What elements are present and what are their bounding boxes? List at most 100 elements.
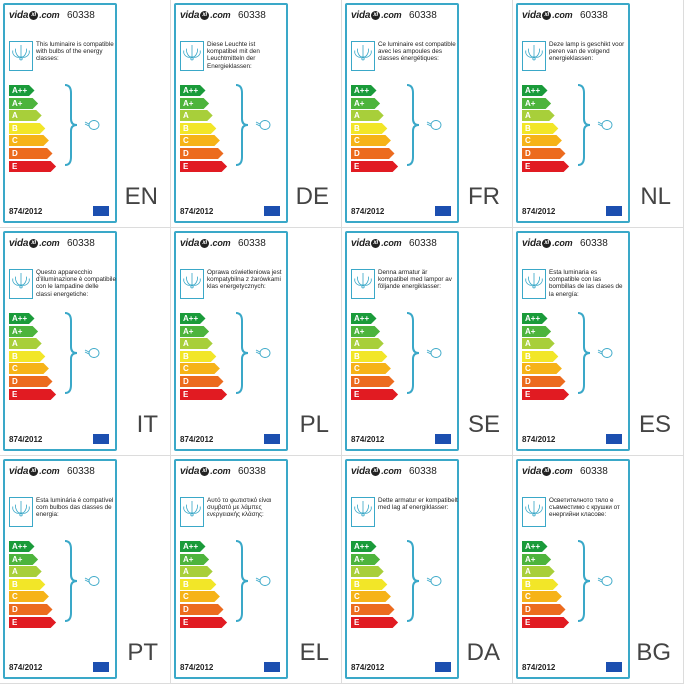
energy-arrow: [522, 147, 566, 159]
compatibility-text: Αυτό το φωτιστικό είναι συμβατό με λάμπε…: [207, 497, 272, 519]
brand-suffix: .com: [210, 238, 231, 248]
label-cell-nl: vida xl .com 60338 Deze lamp is geschikt voo…: [513, 0, 684, 228]
energy-label-card: vida xl .com 60338 Esta luminaria es compati…: [516, 231, 630, 451]
label-cell-de: vida xl .com 60338 Diese Leuchte ist kompati…: [171, 0, 342, 228]
energy-arrow: [522, 553, 552, 565]
energy-class-letter: B: [12, 123, 18, 133]
bracket-icon: [235, 312, 249, 394]
bracket-icon: [406, 540, 420, 622]
energy-class-letter: A++: [354, 86, 370, 95]
regulation-number: 874/2012: [180, 663, 214, 672]
language-code: DA: [466, 639, 500, 666]
eu-flag-icon: [606, 434, 622, 444]
energy-class-letter: C: [183, 592, 189, 602]
chandelier-icon: [180, 497, 204, 527]
energy-label-card: vida xl .com 60338 Ce luminaire est compatib…: [345, 3, 459, 223]
energy-arrow: [9, 313, 35, 324]
energy-class-letter: C: [354, 364, 360, 374]
energy-arrow: [522, 85, 548, 96]
energy-class-letter: B: [183, 123, 189, 133]
energy-arrow: [180, 388, 228, 400]
energy-arrow: [351, 160, 399, 172]
energy-arrow: [9, 375, 53, 387]
label-cell-se: vida xl .com 60338 Denna armatur är kompatib…: [342, 228, 513, 456]
energy-class-letter: A+: [354, 326, 365, 336]
chandelier-icon: [351, 497, 375, 527]
energy-class-letter: A++: [354, 314, 370, 323]
energy-arrow: [522, 591, 562, 603]
brand-suffix: .com: [381, 10, 402, 20]
energy-class-letter: A: [12, 339, 18, 349]
brand-prefix: vida: [351, 238, 371, 249]
energy-class-letter: A: [525, 339, 531, 349]
brand-suffix: .com: [381, 466, 402, 476]
brand-logo: vida xl .com: [351, 466, 402, 477]
energy-arrow: [9, 135, 49, 147]
bulb-icon: [84, 348, 100, 358]
energy-arrow: [351, 616, 399, 628]
regulation-number: 874/2012: [522, 663, 556, 672]
chandelier-icon: [522, 497, 546, 527]
label-cell-pl: vida xl .com 60338 Oprawa oświetleniowa jest…: [171, 228, 342, 456]
brand-logo: vida xl .com: [522, 466, 573, 477]
compatibility-text: Diese Leuchte ist kompatibel mit den Leu…: [207, 41, 260, 70]
bulb-icon: [426, 576, 442, 586]
energy-arrow: [522, 338, 555, 350]
energy-arrow: [180, 122, 217, 134]
energy-class-letter: A+: [354, 554, 365, 564]
energy-class-letter: A+: [525, 326, 536, 336]
eu-flag-icon: [435, 662, 451, 672]
energy-arrow: [180, 325, 210, 337]
brand-logo: vida xl .com: [180, 466, 231, 477]
energy-class-letter: A: [12, 111, 18, 121]
energy-class-letter: E: [12, 389, 18, 399]
energy-arrow: [9, 147, 53, 159]
brand-mark: xl: [371, 11, 381, 21]
brand-prefix: vida: [9, 466, 29, 477]
energy-class-letter: A++: [12, 314, 28, 323]
energy-class-letter: B: [183, 579, 189, 589]
energy-arrow: [522, 122, 559, 134]
label-cell-bg: vida xl .com 60338 Осветителното тяло е съвм…: [513, 456, 684, 684]
energy-arrow: [351, 363, 391, 375]
energy-arrow: [351, 110, 384, 122]
energy-arrow: [522, 350, 559, 362]
energy-class-letter: B: [12, 579, 18, 589]
energy-arrow: [522, 363, 562, 375]
energy-arrow: [180, 160, 228, 172]
bulb-icon: [597, 576, 613, 586]
chandelier-icon: [9, 41, 33, 71]
eu-flag-icon: [93, 434, 109, 444]
bulb-icon: [84, 576, 100, 586]
energy-arrow: [9, 338, 42, 350]
label-cell-en: vida xl .com 60338 This luminaire is compati…: [0, 0, 171, 228]
label-cell-it: vida xl .com 60338 Questo apparecchio d'illu…: [0, 228, 171, 456]
brand-prefix: vida: [9, 10, 29, 21]
energy-arrow: [9, 363, 49, 375]
brand-suffix: .com: [552, 466, 573, 476]
energy-class-letter: C: [354, 592, 360, 602]
energy-class-letter: E: [354, 161, 360, 171]
brand-mark: xl: [29, 467, 39, 477]
energy-arrow: [180, 603, 224, 615]
energy-class-letter: A++: [525, 86, 541, 95]
brand-mark: xl: [542, 11, 552, 21]
energy-class-letter: E: [183, 161, 189, 171]
brand-mark: xl: [371, 239, 381, 249]
energy-arrow: [351, 578, 388, 590]
eu-flag-icon: [606, 206, 622, 216]
compatibility-text: Esta luminaria es compatible con las bom…: [549, 269, 623, 298]
brand-mark: xl: [29, 11, 39, 21]
energy-class-letter: B: [354, 579, 360, 589]
energy-class-letter: A+: [525, 98, 536, 108]
energy-arrow: [9, 603, 53, 615]
brand-mark: xl: [29, 239, 39, 249]
energy-arrow: [351, 541, 377, 552]
energy-class-letter: E: [525, 617, 531, 627]
brand-suffix: .com: [39, 238, 60, 248]
language-code: EL: [299, 639, 329, 666]
energy-arrow: [522, 325, 552, 337]
energy-arrow: [522, 313, 548, 324]
label-cell-da: vida xl .com 60338 Dette armatur er kompatib…: [342, 456, 513, 684]
energy-class-letter: B: [525, 123, 531, 133]
